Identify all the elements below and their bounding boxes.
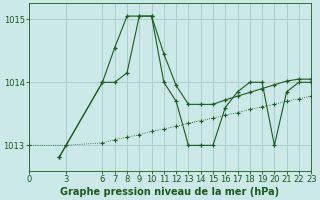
X-axis label: Graphe pression niveau de la mer (hPa): Graphe pression niveau de la mer (hPa): [60, 187, 280, 197]
